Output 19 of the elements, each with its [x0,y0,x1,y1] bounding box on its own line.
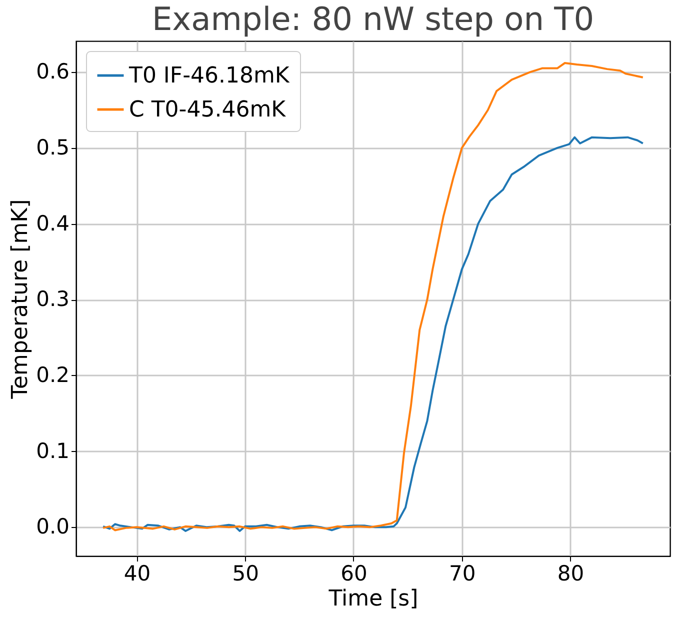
legend-label: T0 IF-46.18mK [128,64,290,88]
x-tick-label: 40 [124,562,151,586]
y-tick-label: 0.6 [36,60,70,84]
x-axis-title: Time [s] [328,586,418,612]
y-tick-label: 0.1 [36,438,70,463]
line-series [102,136,644,532]
y-tick-label: 0.4 [36,211,70,236]
y-tick-label: 0.2 [36,362,70,387]
x-tick-label: 50 [232,562,259,586]
y-tick-label: 0.5 [36,135,70,160]
line-series [102,62,644,532]
legend-label: C T0-45.46mK [129,98,286,122]
chart-title: Example: 80 nW step on T0 [152,0,594,38]
y-axis-title: Temperature [mK] [8,199,34,400]
y-tick-label: 0.0 [36,514,70,539]
x-tick-label: 60 [340,562,368,586]
y-tick-label: 0.3 [36,287,70,312]
x-tick-label: 70 [449,562,476,586]
x-tick-label: 80 [557,562,584,586]
